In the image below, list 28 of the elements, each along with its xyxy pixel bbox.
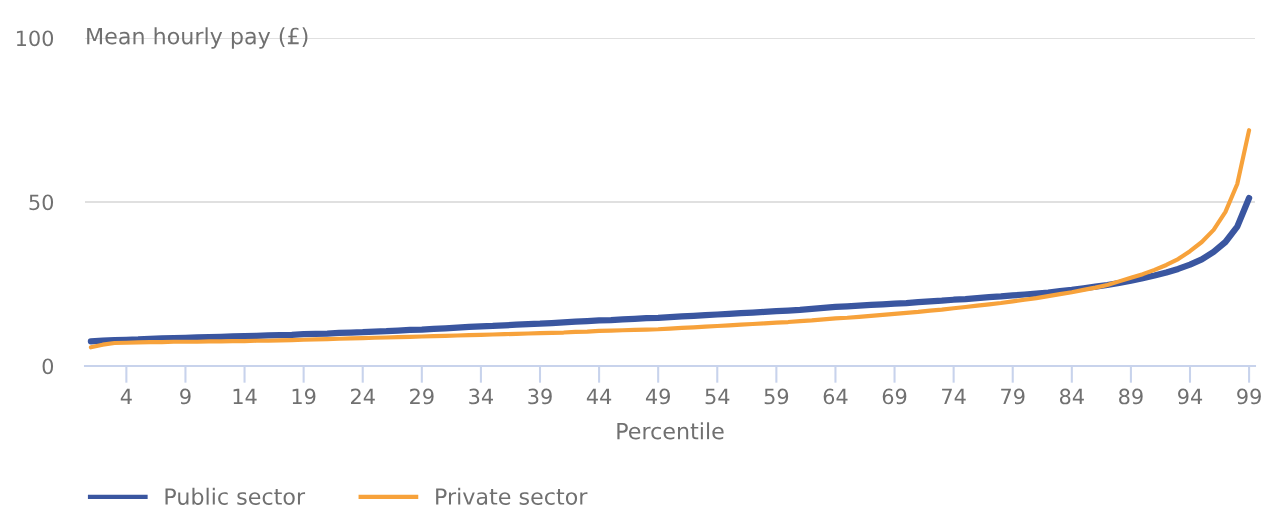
x-tick-label: 54 [705, 388, 730, 405]
line-series [88, 128, 1252, 350]
legend-label: Private sector [436, 487, 588, 505]
x-tick-label: 89 [1119, 388, 1143, 405]
x-tick-label: 29 [410, 388, 434, 405]
x-tick-label: 34 [469, 388, 493, 405]
x-tick-label: 69 [882, 388, 907, 405]
y-tick-label: 0 [42, 358, 54, 375]
x-axis-title: Percentile [617, 422, 724, 440]
x-tick-label: 9 [180, 388, 191, 405]
x-tick-label: 79 [1001, 388, 1025, 405]
x-tick-label: 19 [292, 388, 316, 405]
x-tick-label: 24 [351, 388, 375, 405]
y-tick-label: 50 [29, 194, 54, 211]
legend-label: Public sector [165, 487, 306, 505]
x-tick-label: 39 [528, 388, 552, 405]
y-axis-title: Mean hourly pay (£) [87, 27, 308, 49]
x-tick-label: 64 [823, 388, 848, 405]
x-tick-label: 84 [1059, 388, 1084, 405]
y-tick-label: 100 [16, 30, 54, 47]
x-tick-label: 4 [120, 388, 132, 405]
x-tick-label: 44 [586, 388, 612, 405]
x-tick-label: 74 [942, 388, 966, 405]
x-tick-label: 59 [764, 388, 789, 405]
x-tick-label: 49 [645, 388, 670, 405]
x-tick-label: 94 [1178, 388, 1203, 405]
x-tick-label: 14 [233, 388, 257, 405]
x-tick-label: 99 [1237, 388, 1261, 405]
